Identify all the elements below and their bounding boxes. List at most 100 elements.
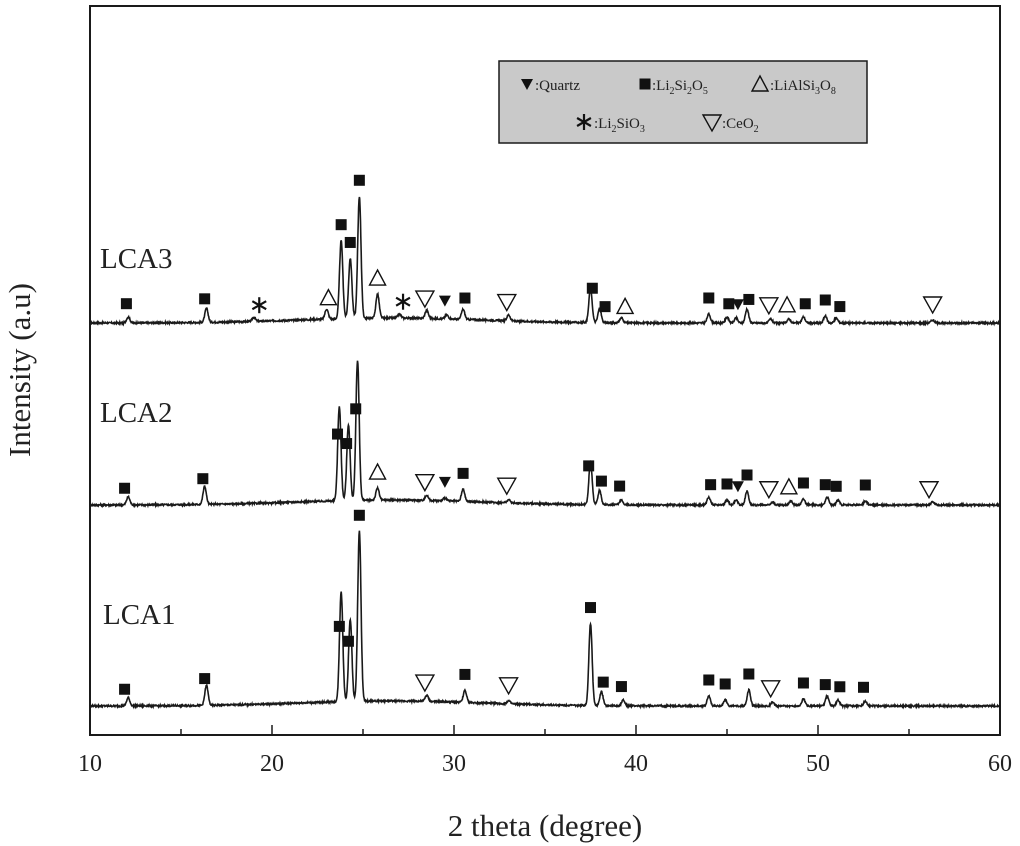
series-label-lca1: LCA1 <box>103 599 176 631</box>
marker-li2si2o5 <box>459 292 471 304</box>
marker-li2si2o5 <box>743 668 755 680</box>
marker-ceo2 <box>758 481 780 500</box>
phase-markers <box>119 174 943 699</box>
marker-li2si2o5 <box>597 676 609 688</box>
marker-li2si2o5 <box>799 298 811 310</box>
marker-lialsi3o8 <box>615 296 635 315</box>
marker-li2si2o5 <box>719 678 731 690</box>
marker-ceo2 <box>414 290 436 309</box>
x-tick-label: 60 <box>988 751 1012 777</box>
marker-quartz <box>521 79 533 90</box>
marker-quartz <box>438 295 451 307</box>
marker-li2si2o5 <box>457 467 469 479</box>
marker-ceo2 <box>496 477 517 496</box>
marker-lialsi3o8 <box>368 462 387 480</box>
asterisk-stroke <box>395 296 411 307</box>
legend-label-quartz: :Quartz <box>535 78 580 94</box>
series-label-lca2: LCA2 <box>100 397 173 429</box>
marker-ceo2 <box>498 677 519 696</box>
legend-label-li2sio3: :Li2SiO3 <box>594 116 645 135</box>
marker-li2sio3 <box>395 293 411 310</box>
marker-li2si2o5 <box>705 479 717 491</box>
marker-li2si2o5 <box>858 681 869 693</box>
marker-li2si2o5 <box>344 236 356 248</box>
x-tick-label: 50 <box>806 751 830 777</box>
series-line-lca3 <box>89 196 1001 327</box>
marker-li2si2o5 <box>741 469 753 481</box>
marker-lialsi3o8 <box>777 295 797 313</box>
legend: :Quartz :Li2Si2O5 :LiAlSi3O8 :Li2SiO3 :CeO2 <box>498 60 868 144</box>
marker-ceo2 <box>918 481 940 500</box>
marker-li2si2o5 <box>199 293 211 305</box>
marker-lialsi3o8 <box>319 288 338 306</box>
marker-li2si2o5 <box>459 668 471 680</box>
marker-li2si2o5 <box>342 635 354 647</box>
marker-ceo2 <box>414 473 436 493</box>
marker-li2si2o5 <box>583 460 595 472</box>
marker-li2si2o5 <box>834 681 846 693</box>
series-line-lca2 <box>89 360 1000 509</box>
series-line-lca1 <box>89 530 1001 710</box>
marker-li2si2o5 <box>703 292 715 304</box>
marker-li2si2o5 <box>830 480 842 492</box>
marker-li2si2o5 <box>819 294 831 306</box>
marker-li2sio3 <box>251 297 267 314</box>
marker-lialsi3o8 <box>368 268 387 286</box>
marker-li2si2o5 <box>335 219 347 231</box>
marker-li2si2o5 <box>723 298 735 310</box>
x-axis-title: 2 theta (degree) <box>448 808 643 843</box>
legend-label-lialsi3o8: :LiAlSi3O8 <box>770 78 836 97</box>
marker-lialsi3o8 <box>779 477 799 495</box>
series-traces <box>89 196 1001 710</box>
marker-ceo2 <box>760 680 781 699</box>
x-tick-label: 20 <box>260 751 284 777</box>
marker-li2si2o5 <box>586 282 598 294</box>
marker-li2si2o5 <box>199 673 211 685</box>
marker-ceo2 <box>701 114 723 133</box>
marker-li2si2o5 <box>721 478 733 490</box>
asterisk-stroke <box>576 117 592 127</box>
marker-li2si2o5 <box>703 674 715 686</box>
marker-li2sio3 <box>576 114 592 130</box>
marker-li2si2o5 <box>119 482 131 494</box>
marker-ceo2 <box>414 674 436 693</box>
x-tick-label: 40 <box>624 751 648 777</box>
marker-li2si2o5 <box>353 509 365 521</box>
marker-li2si2o5 <box>819 679 831 691</box>
marker-li2si2o5 <box>615 681 627 693</box>
marker-li2si2o5 <box>599 301 611 313</box>
legend-row-1: :Quartz :Li2Si2O5 :LiAlSi3O8 :Li2SiO3 :CeO2 <box>521 74 836 135</box>
marker-quartz <box>731 481 744 493</box>
legend-label-ceo2: :CeO2 <box>722 116 759 135</box>
marker-li2si2o5 <box>595 475 607 487</box>
marker-li2si2o5 <box>639 78 651 90</box>
marker-li2si2o5 <box>350 403 362 415</box>
marker-ceo2 <box>496 293 517 312</box>
marker-li2si2o5 <box>119 683 131 695</box>
marker-li2si2o5 <box>834 301 846 313</box>
marker-li2si2o5 <box>120 298 132 310</box>
marker-lialsi3o8 <box>750 74 770 92</box>
marker-li2si2o5 <box>859 479 871 491</box>
legend-label-li2si2o5: :Li2Si2O5 <box>652 78 708 97</box>
marker-li2si2o5 <box>333 620 345 632</box>
marker-ceo2 <box>922 296 943 315</box>
marker-quartz <box>438 476 451 488</box>
marker-li2si2o5 <box>797 677 809 689</box>
marker-ceo2 <box>758 297 780 316</box>
marker-li2si2o5 <box>585 602 596 614</box>
marker-li2si2o5 <box>197 473 209 485</box>
marker-li2si2o5 <box>332 428 344 440</box>
marker-quartz <box>731 299 744 311</box>
series-labels: LCA3 LCA2 LCA1 <box>100 243 176 631</box>
marker-li2si2o5 <box>614 480 626 492</box>
legend-box <box>498 60 868 144</box>
marker-li2si2o5 <box>353 174 365 186</box>
x-axis-ticks: 10 20 30 40 50 60 <box>78 725 1012 777</box>
y-axis-title: Intensity (a.u) <box>2 283 37 457</box>
marker-li2si2o5 <box>743 293 755 305</box>
x-tick-label: 10 <box>78 751 102 777</box>
marker-li2si2o5 <box>797 477 809 489</box>
asterisk-stroke <box>251 300 267 311</box>
